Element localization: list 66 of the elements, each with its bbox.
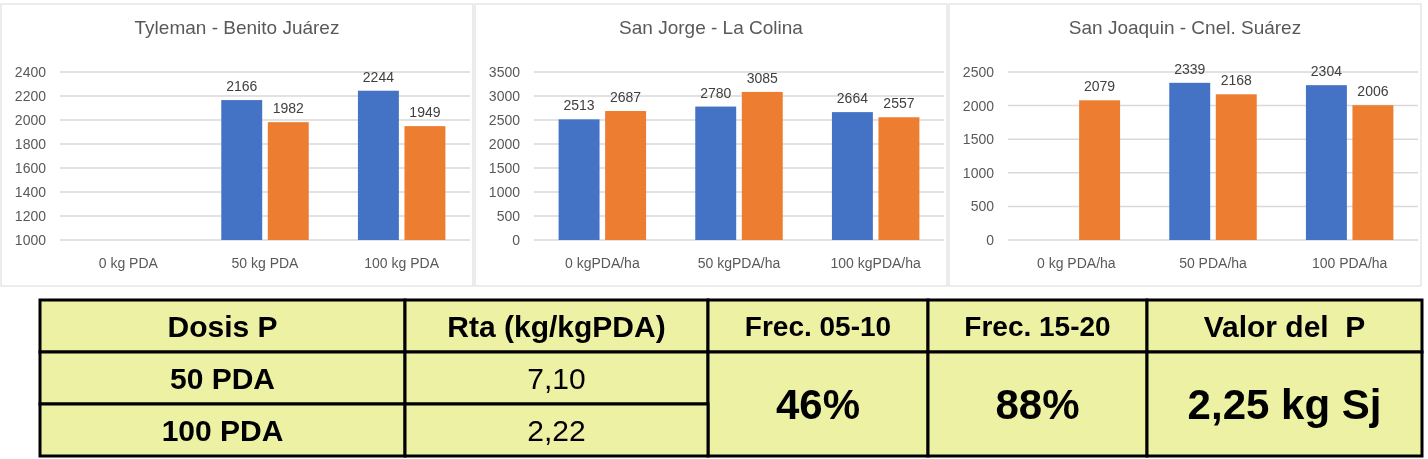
text: Frec. 15-20 [964,311,1111,343]
data-label: 1982 [272,100,305,117]
data-label: 2557 [883,95,915,112]
y-tick-label: 2000 [488,136,521,152]
bar [1352,105,1394,240]
chart-title: San Jorge - La Colina [619,17,804,38]
x-tick-label: 0 kgPDA/ha [564,255,640,271]
bar [1215,94,1257,240]
y-tick-label: 2400 [14,64,47,80]
text: 100 PDA [161,413,284,447]
data-label: 2168 [1220,72,1253,89]
y-tick-label: 2000 [962,97,995,114]
y-tick-label: 1000 [14,232,47,248]
data-label: 2006 [1357,83,1389,100]
y-tick-label: 500 [970,198,995,215]
text: 46% [775,381,861,429]
bar [1305,85,1347,240]
x-tick-label: 50 kg PDA [231,255,300,271]
text: 50 PDA [169,361,276,395]
y-tick-label: 2200 [14,88,47,104]
text: 2,22 [527,413,586,447]
y-tick-label: 2500 [488,112,521,128]
x-tick-label: 50 PDA/ha [1179,255,1248,271]
text: Frec. 05-10 [744,311,892,343]
x-tick-label: 0 kg PDA [98,255,159,271]
x-tick-label: 100 kg PDA [364,255,440,271]
x-tick-label: 100 PDA/ha [1311,255,1388,271]
y-tick-label: 2000 [14,112,47,128]
data-label: 2339 [1174,60,1206,77]
y-tick-label: 1400 [14,184,47,200]
data-label: 2780 [700,84,732,101]
data-label: 1949 [409,104,441,121]
data-label: 2244 [362,68,395,85]
x-tick-label: 0 kg PDA/ha [1037,255,1116,271]
text: Valor del P [1203,309,1366,343]
data-label: 2513 [563,97,595,114]
y-tick-label: 1500 [962,131,995,148]
y-tick-label: 3000 [488,88,521,104]
data-label: 2304 [1310,63,1343,80]
text: 2,25 kg Sj [1187,381,1382,429]
bar [1169,82,1211,240]
y-tick-label: 1600 [14,160,47,176]
y-tick-label: 500 [496,208,521,224]
data-label: 2687 [610,89,642,106]
chart-title: Tyleman - Benito Juárez [134,17,340,38]
y-tick-label: 1200 [14,208,47,224]
data-label: 2166 [226,78,258,95]
data-label: 2664 [836,90,869,107]
text: 7,10 [527,361,586,395]
text: 88% [995,381,1080,429]
x-tick-label: 100 kgPDA/ha [830,255,922,271]
y-tick-label: 0 [512,232,521,248]
y-tick-label: 1500 [488,160,521,176]
y-tick-label: 3500 [488,64,521,80]
text: Rta (kg/kgPDA) [447,309,666,343]
y-tick-label: 1000 [962,164,995,181]
y-tick-label: 1000 [488,184,521,200]
y-tick-label: 0 [986,232,995,248]
chart-title: San Joaquin - Cnel. Suárez [1068,17,1302,38]
data-label: 3085 [746,69,779,86]
x-tick-label: 50 kgPDA/ha [697,255,781,271]
data-label: 2079 [1084,78,1116,95]
y-tick-label: 2500 [962,64,995,80]
y-tick-label: 1800 [14,136,47,152]
text: Dosis P [167,309,278,343]
bar [1079,100,1121,240]
